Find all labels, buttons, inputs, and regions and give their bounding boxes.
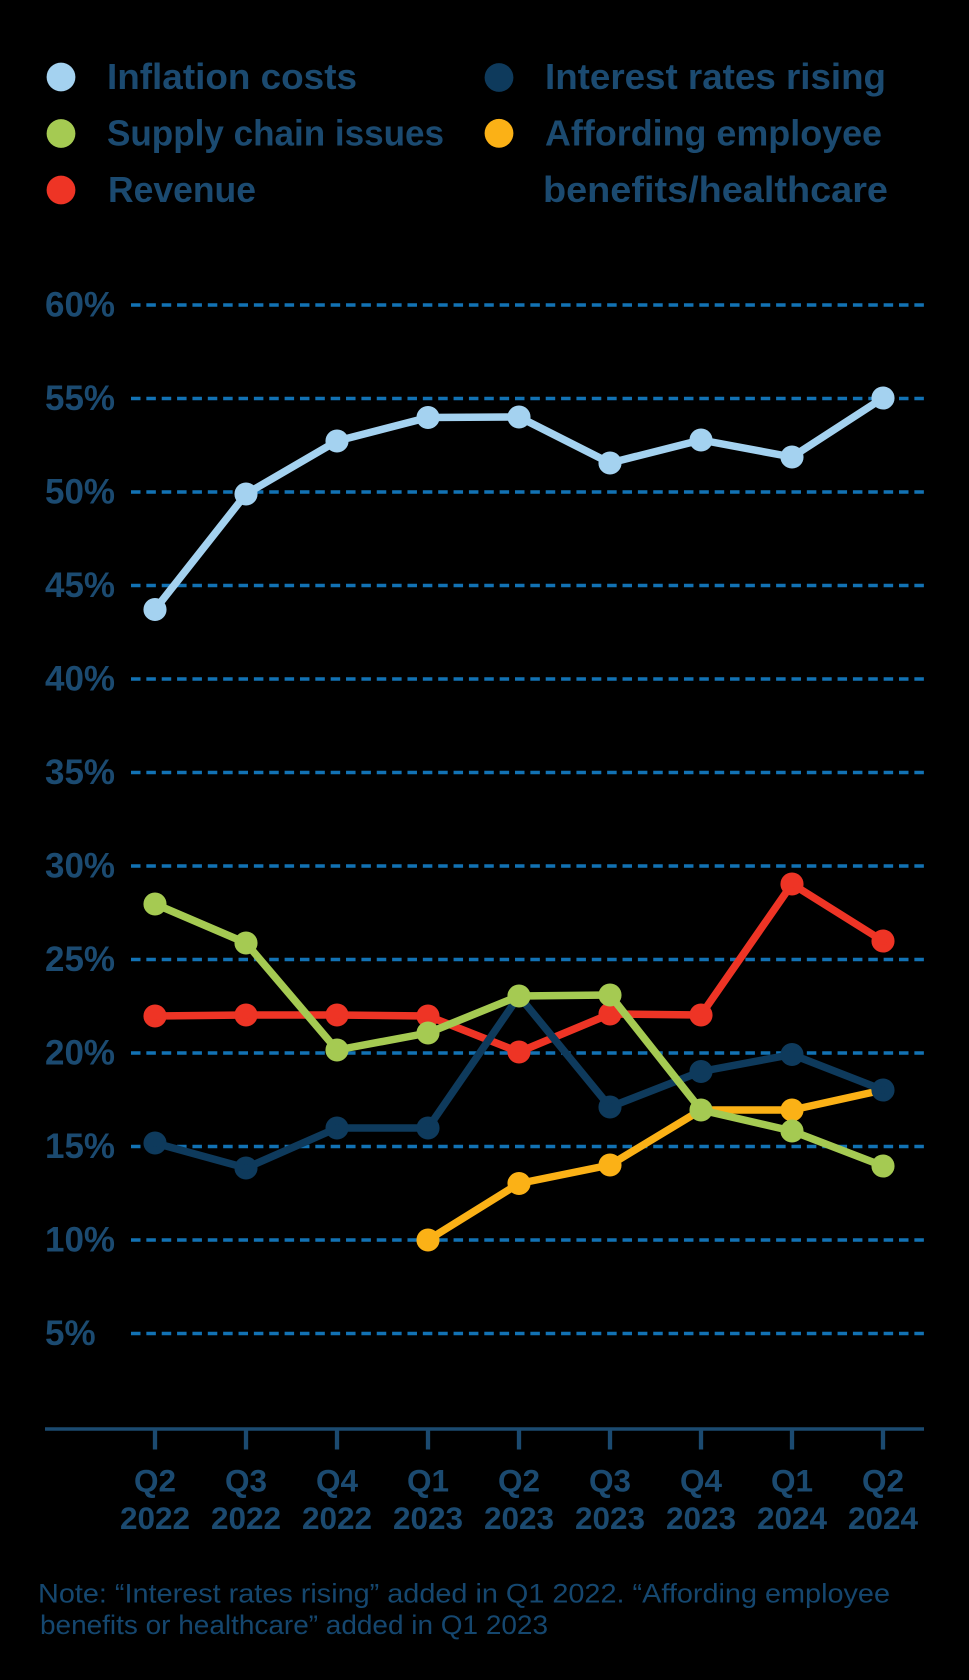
svg-text:60%: 60%: [45, 285, 115, 324]
svg-text:50%: 50%: [45, 472, 115, 511]
svg-text:2023: 2023: [484, 1500, 554, 1536]
svg-text:Affording employee: Affording employee: [545, 113, 882, 154]
svg-text:2022: 2022: [120, 1500, 190, 1536]
svg-text:2023: 2023: [666, 1500, 736, 1536]
svg-text:40%: 40%: [45, 659, 115, 698]
svg-text:Q2: Q2: [498, 1463, 540, 1499]
svg-text:Q4: Q4: [316, 1463, 359, 1499]
svg-text:Q2: Q2: [862, 1463, 904, 1499]
svg-text:30%: 30%: [45, 846, 115, 885]
svg-text:55%: 55%: [45, 379, 115, 418]
svg-text:45%: 45%: [45, 566, 115, 605]
svg-text:2024: 2024: [757, 1500, 828, 1536]
svg-text:5%: 5%: [45, 1314, 96, 1353]
svg-text:Interest rates rising: Interest rates rising: [545, 56, 886, 97]
svg-text:Q4: Q4: [680, 1463, 723, 1499]
svg-text:25%: 25%: [45, 940, 115, 979]
svg-text:Q3: Q3: [225, 1463, 267, 1499]
svg-text:benefits or healthcare” added: benefits or healthcare” added in Q1 2023: [40, 1610, 548, 1640]
svg-text:2022: 2022: [302, 1500, 372, 1536]
svg-text:2022: 2022: [211, 1500, 281, 1536]
svg-text:Q1: Q1: [771, 1463, 813, 1499]
svg-text:Revenue: Revenue: [108, 169, 256, 210]
svg-text:2023: 2023: [393, 1500, 463, 1536]
svg-text:2024: 2024: [848, 1500, 919, 1536]
svg-text:Q1: Q1: [407, 1463, 449, 1499]
svg-text:Q2: Q2: [134, 1463, 176, 1499]
svg-text:2023: 2023: [575, 1500, 645, 1536]
svg-text:benefits/healthcare: benefits/healthcare: [543, 169, 888, 210]
svg-text:Note: “Interest rates rising”: Note: “Interest rates rising” added in Q…: [38, 1579, 890, 1609]
svg-text:Q3: Q3: [589, 1463, 631, 1499]
svg-text:35%: 35%: [45, 753, 115, 792]
svg-text:Supply chain issues: Supply chain issues: [107, 113, 444, 154]
svg-text:10%: 10%: [45, 1220, 115, 1259]
svg-text:20%: 20%: [45, 1033, 115, 1072]
svg-text:Inflation costs: Inflation costs: [107, 56, 357, 97]
svg-text:15%: 15%: [45, 1127, 115, 1166]
